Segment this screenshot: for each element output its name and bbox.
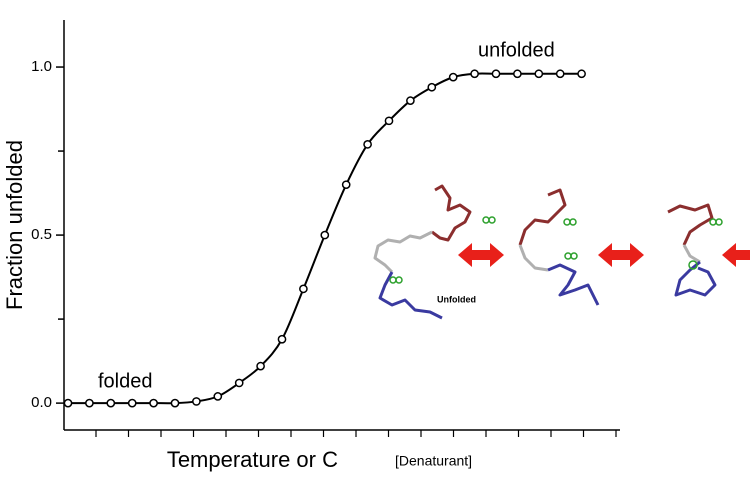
point	[513, 69, 522, 79]
x-axis-label-suffix: [Denaturant]	[395, 453, 472, 469]
point	[555, 69, 565, 79]
point	[577, 69, 586, 79]
point	[63, 398, 73, 408]
point	[234, 378, 244, 388]
point	[106, 398, 116, 408]
y-tick-label: 0.5	[31, 226, 52, 243]
point	[277, 334, 287, 344]
annotation: unfolded	[478, 39, 555, 61]
annotation: folded	[98, 370, 153, 392]
protein-illustration	[373, 184, 723, 320]
point	[127, 398, 137, 408]
point	[320, 230, 330, 240]
point	[427, 82, 437, 92]
annotation: Unfolded	[437, 294, 476, 304]
point	[491, 69, 501, 79]
point	[192, 397, 201, 406]
point	[470, 69, 479, 79]
point	[149, 398, 158, 408]
double-arrow	[458, 243, 750, 267]
point	[534, 69, 544, 79]
point	[213, 392, 223, 401]
point	[384, 116, 394, 126]
point	[85, 398, 94, 408]
point	[341, 180, 351, 190]
point	[170, 398, 180, 408]
x-axis-label: Temperature or C	[167, 447, 338, 472]
point	[299, 284, 308, 294]
y-axis-label: Fraction unfolded	[2, 140, 27, 310]
point	[406, 96, 415, 106]
point	[363, 139, 372, 149]
y-tick-label: 0.0	[31, 394, 52, 411]
point	[256, 361, 265, 371]
y-tick-label: 1.0	[31, 58, 52, 75]
point	[448, 72, 458, 82]
